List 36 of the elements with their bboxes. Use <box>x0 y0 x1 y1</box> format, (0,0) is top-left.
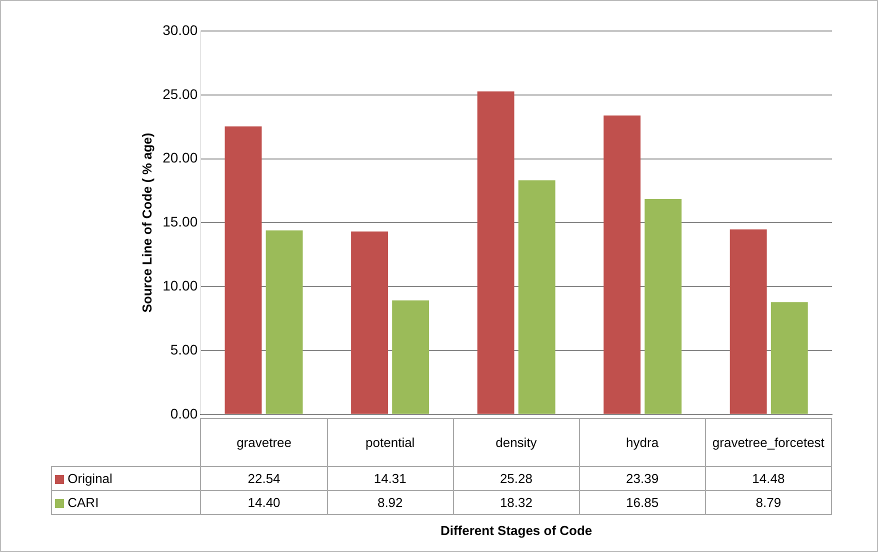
y-tick-label: 0.00 <box>170 405 198 422</box>
data-label: 23.39 <box>579 466 706 491</box>
data-label: 16.85 <box>579 490 706 515</box>
data-label: 14.40 <box>200 490 328 515</box>
y-tick-label: 10.00 <box>162 277 198 294</box>
data-label: 18.32 <box>453 490 580 515</box>
bar <box>392 300 430 414</box>
y-tick-label: 15.00 <box>162 214 198 230</box>
data-label: 8.92 <box>327 490 454 515</box>
data-label: 25.28 <box>453 466 580 491</box>
bar <box>604 115 641 414</box>
legend-label: CARI <box>51 490 201 515</box>
y-tick-label: 30.00 <box>162 22 198 38</box>
text: Different Stages of Code <box>440 522 592 538</box>
bar <box>730 229 767 414</box>
x-tick-label: potential <box>327 418 454 467</box>
y-tick-label: 20.00 <box>162 150 198 166</box>
bar <box>770 302 808 414</box>
x-tick-label: density <box>453 418 580 467</box>
y-tick-label: 5.00 <box>170 341 198 358</box>
bar <box>644 199 682 414</box>
bar <box>224 126 262 414</box>
data-label: 14.31 <box>327 466 454 491</box>
bar <box>518 180 556 414</box>
x-tick-label: gravetree <box>200 418 328 467</box>
bar <box>477 91 514 414</box>
legend-label: Original <box>51 466 201 491</box>
bar <box>351 232 388 414</box>
data-label: 22.54 <box>200 466 328 491</box>
y-tick-label: 25.00 <box>162 86 198 102</box>
y-axis-title: Source Line of Code ( % age) <box>139 132 154 313</box>
x-tick-label: gravetree_forcetest <box>705 418 832 467</box>
x-tick-label: hydra <box>579 418 706 467</box>
data-label: 8.79 <box>705 490 832 515</box>
data-label: 14.48 <box>705 466 832 491</box>
bar <box>266 230 303 414</box>
